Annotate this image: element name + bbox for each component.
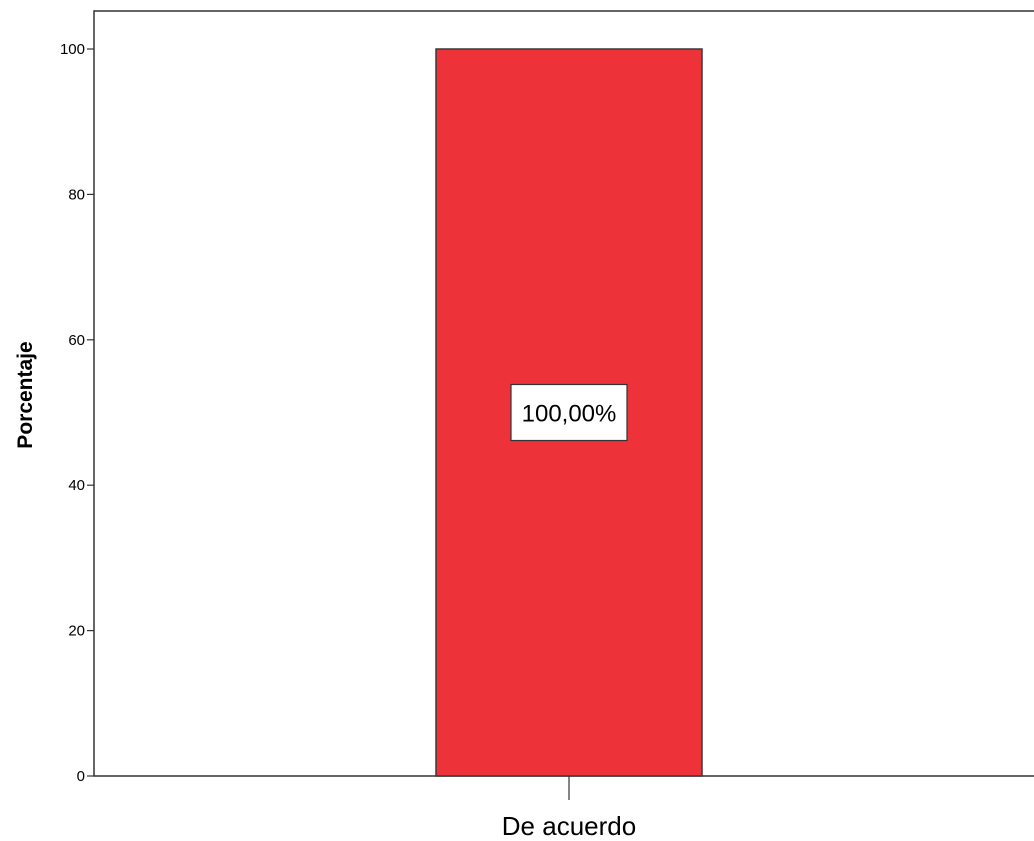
y-tick-label: 100	[60, 41, 85, 58]
y-tick-label: 80	[68, 186, 85, 203]
y-tick-label: 20	[68, 623, 85, 640]
data-label: 100,00%	[522, 401, 617, 428]
bars-group: 100,00%	[435, 48, 703, 777]
y-axis: 0 20 40 60 80 100	[60, 41, 94, 785]
x-tick-label: De acuerdo	[502, 811, 636, 841]
x-axis: De acuerdo	[502, 776, 636, 841]
y-axis-label: Porcentaje	[14, 341, 37, 448]
y-tick-label: 0	[77, 768, 85, 785]
data-label-box	[510, 383, 628, 442]
y-tick-label: 60	[68, 332, 85, 349]
y-tick-label: 40	[68, 477, 85, 494]
